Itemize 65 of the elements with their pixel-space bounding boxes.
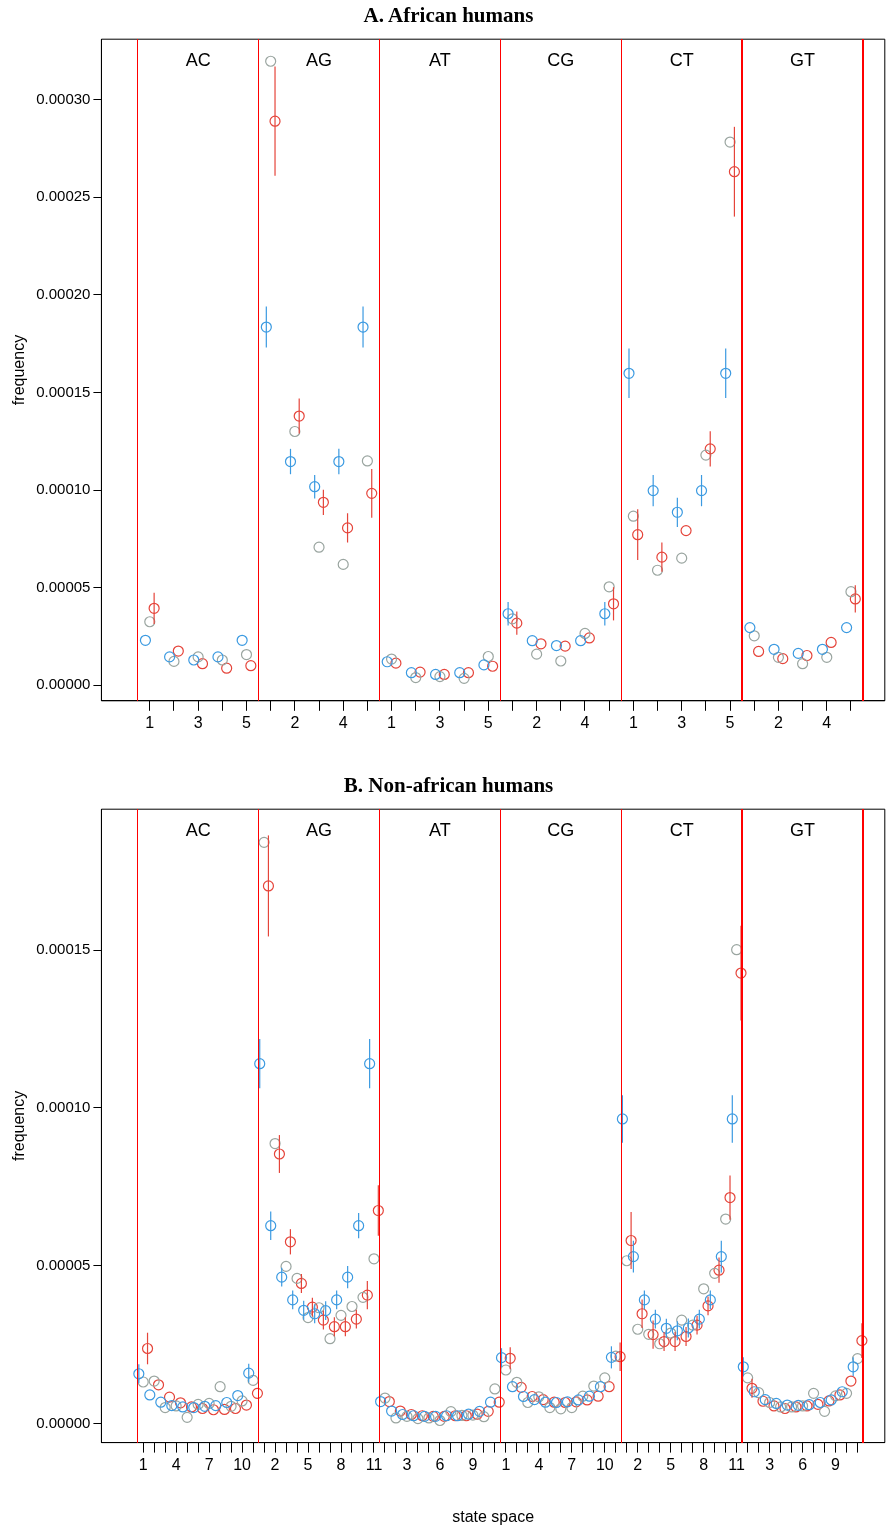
x-tick-label: 8: [699, 1455, 709, 1473]
y-tick-label: 0.00030: [36, 89, 91, 107]
y-tick-label: 0.00005: [36, 1255, 91, 1273]
y-tick-label: 0.00000: [36, 675, 91, 693]
y-tick-label: 0.00025: [36, 187, 91, 205]
annotation: GT: [790, 820, 816, 841]
y-axis-title: frequency: [10, 1090, 28, 1162]
annotation: AT: [429, 50, 451, 71]
y-tick-label: 0.00020: [36, 285, 91, 302]
annotation: CG: [547, 50, 575, 71]
annotation: AC: [185, 50, 211, 71]
x-tick-label: 2: [633, 1455, 643, 1473]
x-tick-label: 3: [677, 713, 687, 731]
x-tick-label: 1: [138, 1455, 148, 1473]
x-tick-label: 2: [773, 713, 783, 731]
x-tick-label: 9: [831, 1455, 841, 1473]
y-tick-label: 0.00010: [36, 480, 91, 498]
y-tick-label: 0.00005: [36, 577, 91, 595]
annotation: AG: [306, 50, 333, 71]
x-tick-label: 5: [725, 713, 735, 731]
annotation: AG: [306, 820, 333, 841]
y-tick-label: 0.00010: [36, 1098, 91, 1116]
chart-title: B. Non-african humans: [343, 773, 554, 798]
x-tick-label: 3: [765, 1455, 775, 1473]
x-tick-label: 9: [468, 1455, 478, 1473]
x-tick-label: 10: [595, 1455, 614, 1473]
annotation: AC: [185, 820, 211, 841]
annotation: GT: [790, 50, 816, 71]
x-tick-label: 11: [728, 1455, 746, 1473]
x-tick-label: 4: [580, 713, 590, 731]
annotation: AT: [429, 820, 451, 841]
y-tick-label: 0.00015: [36, 940, 91, 958]
x-tick-label: 10: [233, 1455, 252, 1473]
x-axis-title: state space: [452, 1507, 535, 1525]
x-tick-label: 4: [534, 1455, 544, 1473]
x-tick-label: 2: [290, 713, 300, 731]
x-tick-label: 3: [435, 713, 445, 731]
x-tick-label: 7: [204, 1455, 214, 1473]
x-tick-label: 1: [501, 1455, 511, 1473]
x-tick-label: 11: [365, 1455, 383, 1473]
x-tick-label: 4: [822, 713, 832, 731]
y-tick-label: 0.00000: [36, 1413, 91, 1431]
x-tick-label: 4: [171, 1455, 181, 1473]
x-tick-label: 1: [145, 713, 155, 731]
y-axis-title: frequency: [10, 334, 28, 406]
x-tick-label: 3: [402, 1455, 412, 1473]
annotation: CG: [547, 820, 575, 841]
x-tick-label: 7: [567, 1455, 577, 1473]
y-tick-label: 0.00015: [36, 382, 91, 400]
x-tick-label: 4: [338, 713, 348, 731]
x-tick-label: 2: [270, 1455, 280, 1473]
chart-title: A. African humans: [363, 3, 534, 28]
x-tick-label: 6: [435, 1455, 445, 1473]
x-tick-label: 1: [628, 713, 638, 731]
x-tick-label: 5: [666, 1455, 676, 1473]
x-tick-label: 5: [242, 713, 252, 731]
x-tick-label: 2: [532, 713, 542, 731]
annotation: CT: [669, 50, 694, 71]
x-tick-label: 1: [387, 713, 397, 731]
x-tick-label: 6: [798, 1455, 808, 1473]
x-tick-label: 5: [483, 713, 493, 731]
x-tick-label: 3: [193, 713, 203, 731]
annotation: CT: [669, 820, 694, 841]
x-tick-label: 5: [303, 1455, 313, 1473]
x-tick-label: 8: [336, 1455, 346, 1473]
